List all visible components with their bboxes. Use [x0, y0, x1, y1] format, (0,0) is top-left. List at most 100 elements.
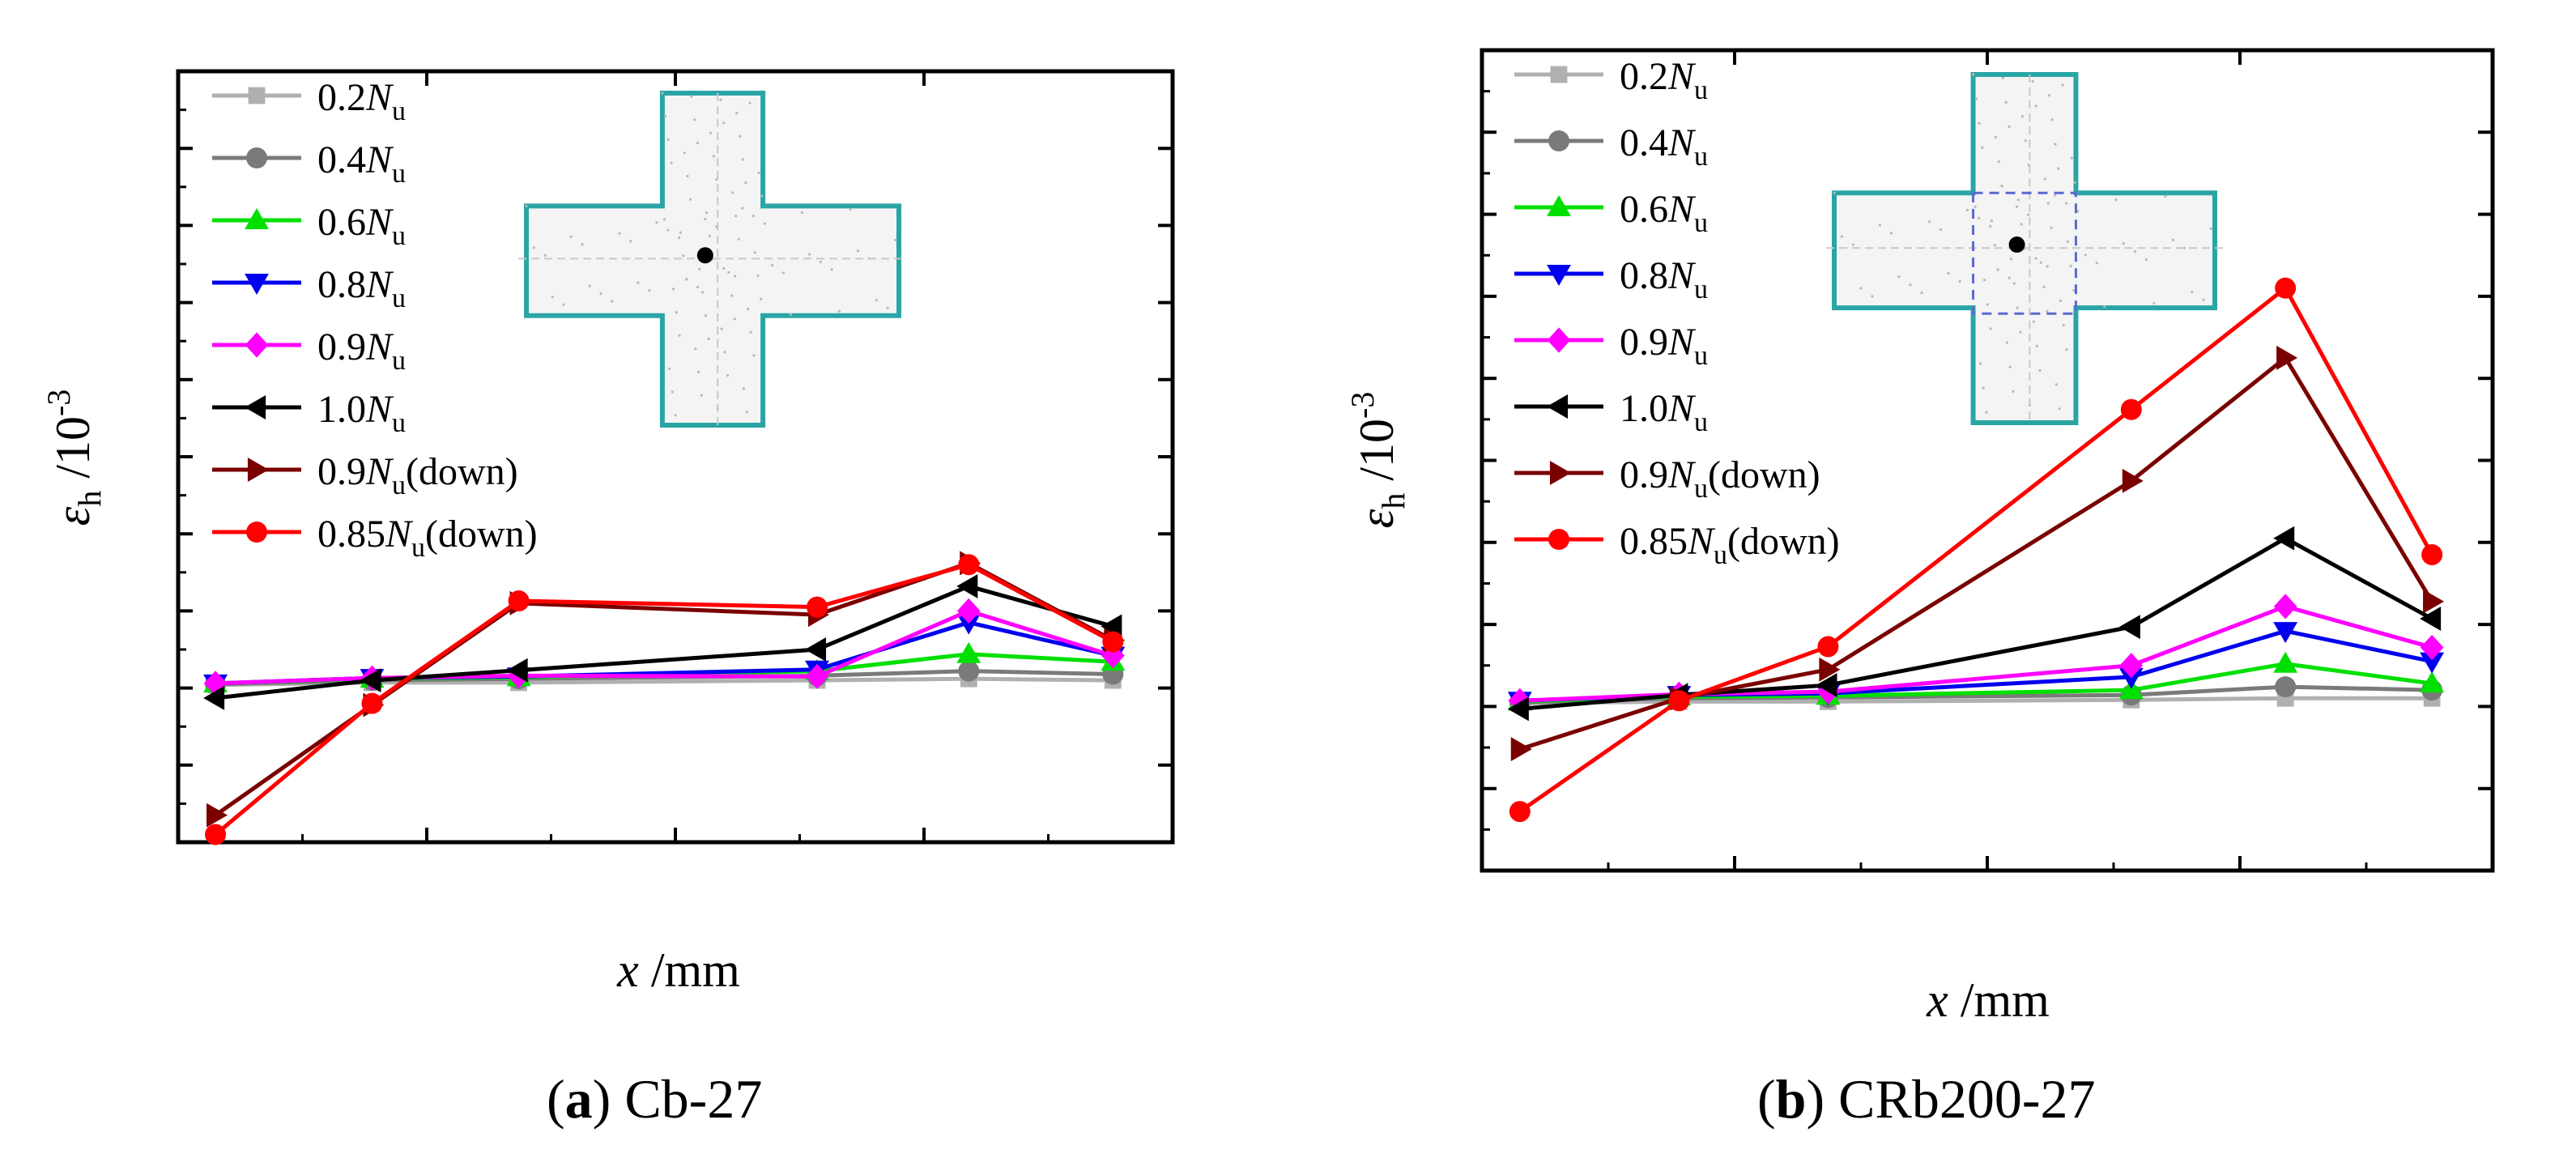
data-point — [2118, 667, 2144, 689]
legend-label-sub: u — [1694, 75, 1708, 105]
inset-speckle — [674, 414, 677, 417]
inset-speckle — [2050, 226, 2053, 229]
y-axis-label-unit: /10 — [46, 416, 100, 491]
legend-label: 0.2Nu — [1620, 55, 1708, 105]
inset-speckle — [693, 118, 696, 121]
legend-label: 1.0Nu — [317, 388, 406, 438]
legend-label-sub: u — [392, 283, 406, 313]
data-point — [205, 824, 227, 845]
inset-speckle — [720, 327, 723, 330]
inset-speckle — [2065, 202, 2068, 205]
inset-speckle — [1871, 295, 1874, 298]
inset-speckle — [1878, 224, 1881, 227]
inset-speckle — [744, 181, 747, 185]
inset-speckle — [671, 287, 675, 291]
inset-speckle — [741, 158, 744, 161]
inset-speckle — [2046, 309, 2049, 313]
legend-label-coef: 0.2 — [1620, 55, 1668, 98]
inset-speckle — [618, 232, 621, 235]
inset-speckle — [2072, 289, 2076, 292]
legend-label-var: N — [365, 201, 394, 244]
legend-marker — [1547, 394, 1569, 419]
inset-speckle — [2164, 194, 2167, 198]
legend-label-coef: 0.4 — [1620, 121, 1668, 164]
inset-speckle — [1927, 220, 1931, 224]
inset-speckle — [2171, 238, 2174, 241]
legend-entry: 0.6Nu — [212, 201, 406, 251]
inset-diagram — [1826, 72, 2223, 425]
inset-speckle — [2001, 76, 2004, 79]
legend-label: 0.2Nu — [317, 76, 406, 126]
inset-speckle — [2008, 125, 2011, 129]
legend-entry: 0.2Nu — [212, 76, 406, 126]
inset-speckle — [1985, 411, 1988, 414]
inset-speckle — [1982, 279, 1986, 282]
legend-label-sub: u — [392, 408, 406, 438]
inset-speckle — [700, 394, 703, 397]
data-point — [2273, 622, 2298, 644]
inset-speckle — [771, 263, 774, 267]
inset-speckle — [2209, 227, 2212, 230]
legend-marker — [1548, 529, 1569, 550]
legend-label-coef: 0.8 — [1620, 254, 1668, 297]
inset-speckle — [696, 141, 699, 145]
inset-speckle — [532, 246, 535, 249]
inset-speckle — [1971, 73, 1975, 76]
inset-speckle — [856, 249, 859, 253]
inset-speckle — [730, 294, 734, 297]
inset-speckle — [696, 285, 700, 289]
inset-speckle — [2054, 143, 2057, 146]
inset-speckle — [2042, 285, 2046, 288]
legend-label-sub: u — [411, 533, 425, 563]
y-axis-label-exp: -3 — [40, 390, 77, 416]
legend-label-sub: u — [1694, 142, 1708, 172]
legend-label-sub: u — [1694, 474, 1708, 504]
legend-label-sub: u — [1714, 540, 1727, 570]
inset-speckle — [2054, 383, 2058, 386]
inset-speckle — [525, 204, 528, 207]
legend-marker — [245, 273, 269, 295]
inset-speckle — [1989, 224, 1992, 228]
inset-speckle — [1978, 216, 1981, 220]
caption-b: (b) CRb200-27 — [1757, 1068, 2096, 1130]
x-axis-label-var: x — [616, 943, 639, 997]
inset-speckle — [1978, 362, 1982, 365]
inset-speckle — [2058, 407, 2061, 411]
inset-speckle — [752, 214, 756, 218]
inset-speckle — [1833, 191, 1836, 194]
data-point — [361, 692, 383, 714]
legend-label-suffix: (down) — [1727, 520, 1840, 563]
inset-speckle — [1994, 135, 1998, 138]
inset-speckle — [637, 281, 640, 284]
legend-marker — [1549, 461, 1571, 485]
inset-speckle — [2020, 223, 2023, 226]
inset-speckle — [727, 270, 730, 274]
inset-speckle — [678, 334, 681, 337]
legend-label-suffix: (down) — [1708, 453, 1820, 496]
legend-marker — [1550, 66, 1568, 83]
inset-speckle — [2070, 156, 2073, 160]
legend-label-var: N — [385, 513, 414, 556]
inset-speckle — [704, 314, 707, 317]
inset-speckle — [685, 278, 688, 281]
x-axis-label: x /mm — [1926, 973, 2050, 1027]
inset-speckle — [2144, 258, 2148, 262]
legend-label-sub: u — [1694, 208, 1708, 238]
legend-label-sub: u — [392, 96, 406, 126]
inset-speckle — [611, 300, 614, 303]
inset-speckle — [2012, 282, 2016, 285]
data-point — [1816, 673, 1837, 698]
inset-speckle — [849, 207, 852, 211]
inset-speckle — [1909, 283, 1912, 287]
data-point — [2420, 634, 2444, 661]
data-point — [1102, 631, 1124, 653]
legend-marker — [245, 395, 266, 419]
legend-label-coef: 0.8 — [317, 263, 366, 306]
data-point — [805, 637, 827, 662]
inset-speckle — [1851, 243, 1855, 246]
inset-speckle — [664, 115, 667, 118]
inset-speckle — [2035, 344, 2038, 347]
inset-speckle — [2034, 104, 2037, 108]
legend-label: 0.85Nu(down) — [1620, 520, 1840, 570]
inset-speckle — [2084, 253, 2087, 257]
